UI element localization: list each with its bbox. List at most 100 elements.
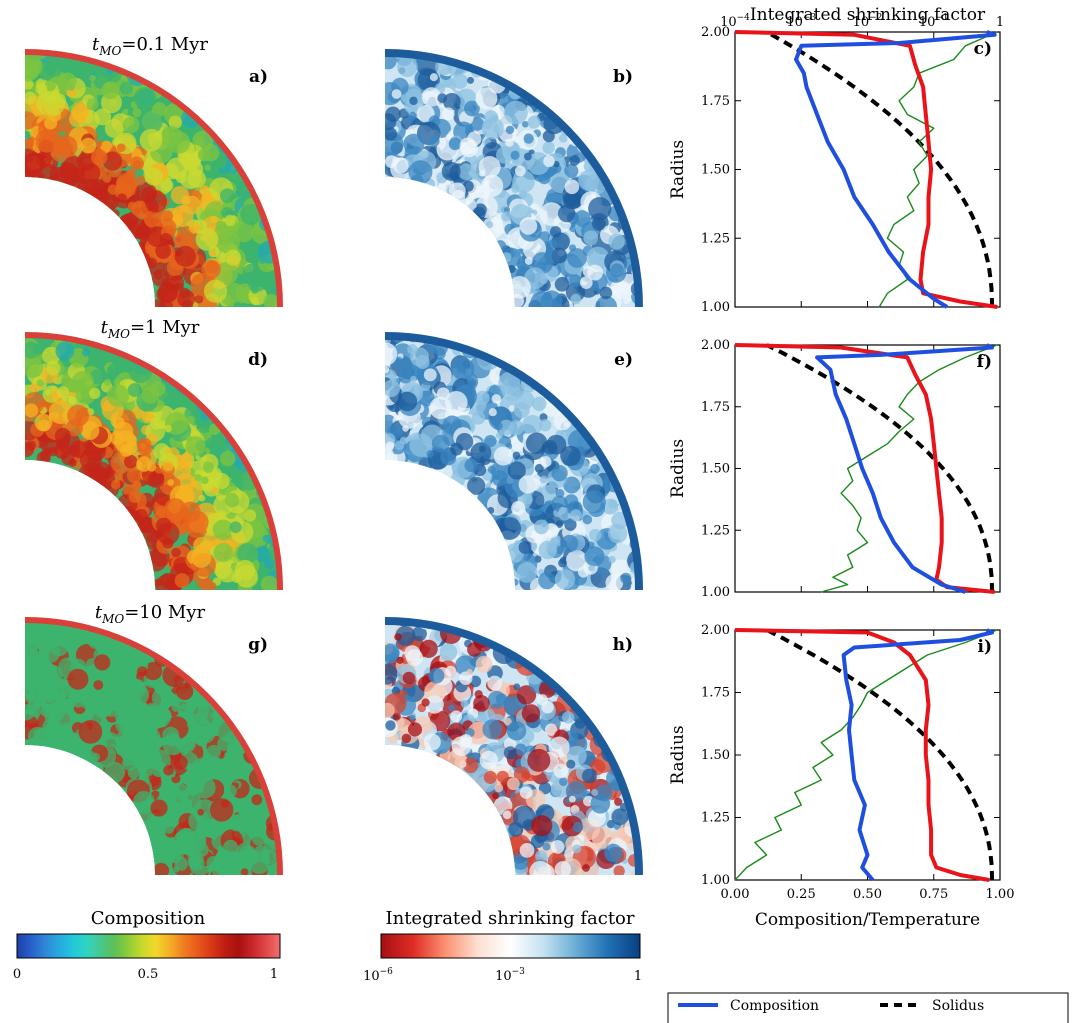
shrink-factor-line [821,344,998,593]
field-blob [104,693,111,701]
field-blob [392,157,409,174]
field-blob [535,850,548,862]
field-blob [103,201,116,214]
y-tick-label: 2.00 [701,623,730,638]
field-blob [385,342,398,366]
field-blob [507,264,516,274]
time-label: tMO=1 Myr [101,317,200,341]
field-blob [479,750,499,770]
field-blob [197,808,205,816]
panel-letter: f) [977,352,992,372]
field-blob [36,172,46,182]
field-blob [518,190,528,199]
field-blob [508,405,516,412]
field-blob [455,433,474,451]
field-blob [475,390,490,406]
field-blob [43,94,65,116]
field-blob [559,777,568,787]
field-blob [129,156,144,171]
field-blob [94,108,112,126]
y-tick-label: 1.25 [701,811,730,826]
field-blob [116,143,126,153]
field-blob [215,220,227,232]
field-blob [194,474,202,482]
field-blob [546,434,567,455]
field-blob [470,442,492,464]
field-blob [562,711,575,724]
field-rim [24,617,283,876]
field-blob [511,578,519,586]
field-rim [24,332,283,591]
field-blob [39,642,61,664]
field-blob [113,661,131,678]
field-blob [232,221,254,243]
solidus-line [765,343,994,593]
field-blob [591,788,599,796]
field-blob [492,792,500,800]
field-blob [611,808,629,826]
field-blob [538,782,552,795]
field-blob [385,433,396,446]
field-blob [394,633,402,641]
field-blob [459,734,473,747]
field-blob [441,161,461,181]
field-blob [516,562,538,583]
field-blob [577,566,589,578]
field-blob [522,414,543,436]
field-blob [210,486,219,494]
field-blob [25,704,35,721]
field-blob [423,368,437,382]
legend-label-solidus: Solidus [932,998,984,1014]
panel-letter: b) [613,67,633,87]
y-tick-label: 1.75 [701,686,730,701]
panel-letter: a) [249,67,268,87]
field-blob [421,87,442,107]
field-blob [178,703,193,719]
field-blob [475,87,498,110]
y-tick-label: 1.50 [701,462,730,477]
field-blob [539,475,548,484]
field-blob [90,689,101,700]
field-blob [200,476,209,485]
composition-line [794,30,997,309]
field-blob [595,295,618,307]
field-blob [448,704,456,712]
field-blob [128,490,142,503]
field-blob [396,656,404,664]
field-blob [134,509,148,523]
field-blob [539,419,552,432]
legend-box [667,992,1069,1023]
field-blob [55,691,67,704]
field-blob [83,440,91,449]
field-blob [134,741,152,759]
solidus-line [765,628,994,881]
field-blob [549,226,562,238]
field-blob [510,150,520,160]
field-blob [470,117,485,131]
field-blob [48,400,73,424]
time-label-sub: MO [101,612,124,626]
field-blob [95,140,103,147]
field-rim [384,332,643,591]
y-tick-label: 1.00 [701,873,730,888]
panel-letter: e) [614,350,633,370]
field-blob [175,171,187,184]
field-blob [49,166,64,181]
field-blob [553,763,568,779]
field-blob [25,341,40,359]
field-blob [394,440,404,451]
field-blob [505,138,514,147]
field-blob [464,458,479,473]
field-blob [589,528,602,542]
field-blob [162,537,174,549]
field-blob [385,663,398,685]
legend: CompositionSolidusTemperatureInt. shrink… [667,992,1069,1023]
field-blob [188,222,201,234]
field-blob [53,442,71,459]
y-tick-label: 1.75 [701,94,730,109]
field-blob [449,182,466,200]
field-blob [608,555,616,564]
field-blob [513,766,530,783]
field-blob [521,704,541,723]
field-blob [519,842,535,858]
